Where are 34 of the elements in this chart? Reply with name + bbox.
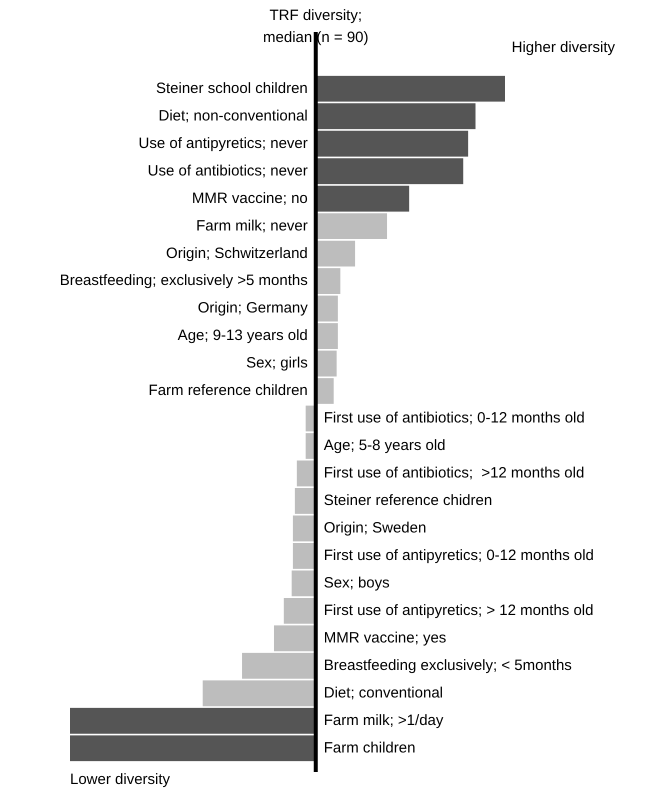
y-tick-label: Use of antipyretics; never	[138, 134, 308, 152]
bar	[70, 735, 316, 762]
y-tick-label: Use of antibiotics; never	[148, 162, 308, 180]
y-tick-label: Origin; Germany	[198, 300, 308, 317]
y-tick-label: First use of antibiotics; >12 months old	[324, 464, 584, 482]
y-tick-label: Age; 9-13 years old	[178, 327, 308, 344]
bar	[316, 76, 505, 102]
y-tick-label: Steiner reference chidren	[324, 492, 492, 510]
bar	[70, 708, 316, 734]
y-tick-label: Farm milk; >1/day	[324, 712, 444, 729]
y-tick-label: Breastfeeding; exclusively >5 months	[60, 272, 308, 290]
y-tick-label: Origin; Schwitzerland	[166, 244, 308, 262]
bar	[202, 680, 316, 706]
y-tick-label: Farm milk; never	[196, 217, 308, 234]
y-tick-label: First use of antipyretics; 0-12 months old	[324, 547, 594, 564]
y-tick-label: Breastfeeding exclusively; < 5months	[324, 656, 572, 674]
y-tick-label: Diet; non-conventional	[158, 107, 308, 124]
text: TRF diversity; median (n = 90)	[263, 7, 369, 46]
y-tick-label: Farm children	[324, 739, 416, 756]
y-tick-label: MMR vaccine; yes	[324, 629, 446, 646]
text: Higher diversity	[512, 39, 616, 56]
y-tick-label: Origin; Sweden	[324, 520, 426, 537]
bar	[316, 103, 476, 130]
y-tick-label: Sex; boys	[324, 574, 390, 592]
y-tick-label: Farm reference children	[148, 382, 308, 400]
bar	[316, 130, 468, 157]
y-tick-label: Diet; conventional	[324, 684, 444, 702]
y-tick-label: Age; 5-8 years old	[324, 437, 446, 454]
y-tick-label: First use of antibiotics; 0-12 months old	[324, 410, 585, 427]
text: Lower diversity	[70, 771, 171, 788]
y-tick-label: First use of antipyretics; > 12 months old	[324, 602, 594, 619]
y-tick-label: Steiner school children	[156, 80, 308, 97]
y-tick-label: MMR vaccine; no	[192, 190, 308, 207]
y-tick-label: Sex; girls	[246, 354, 308, 372]
